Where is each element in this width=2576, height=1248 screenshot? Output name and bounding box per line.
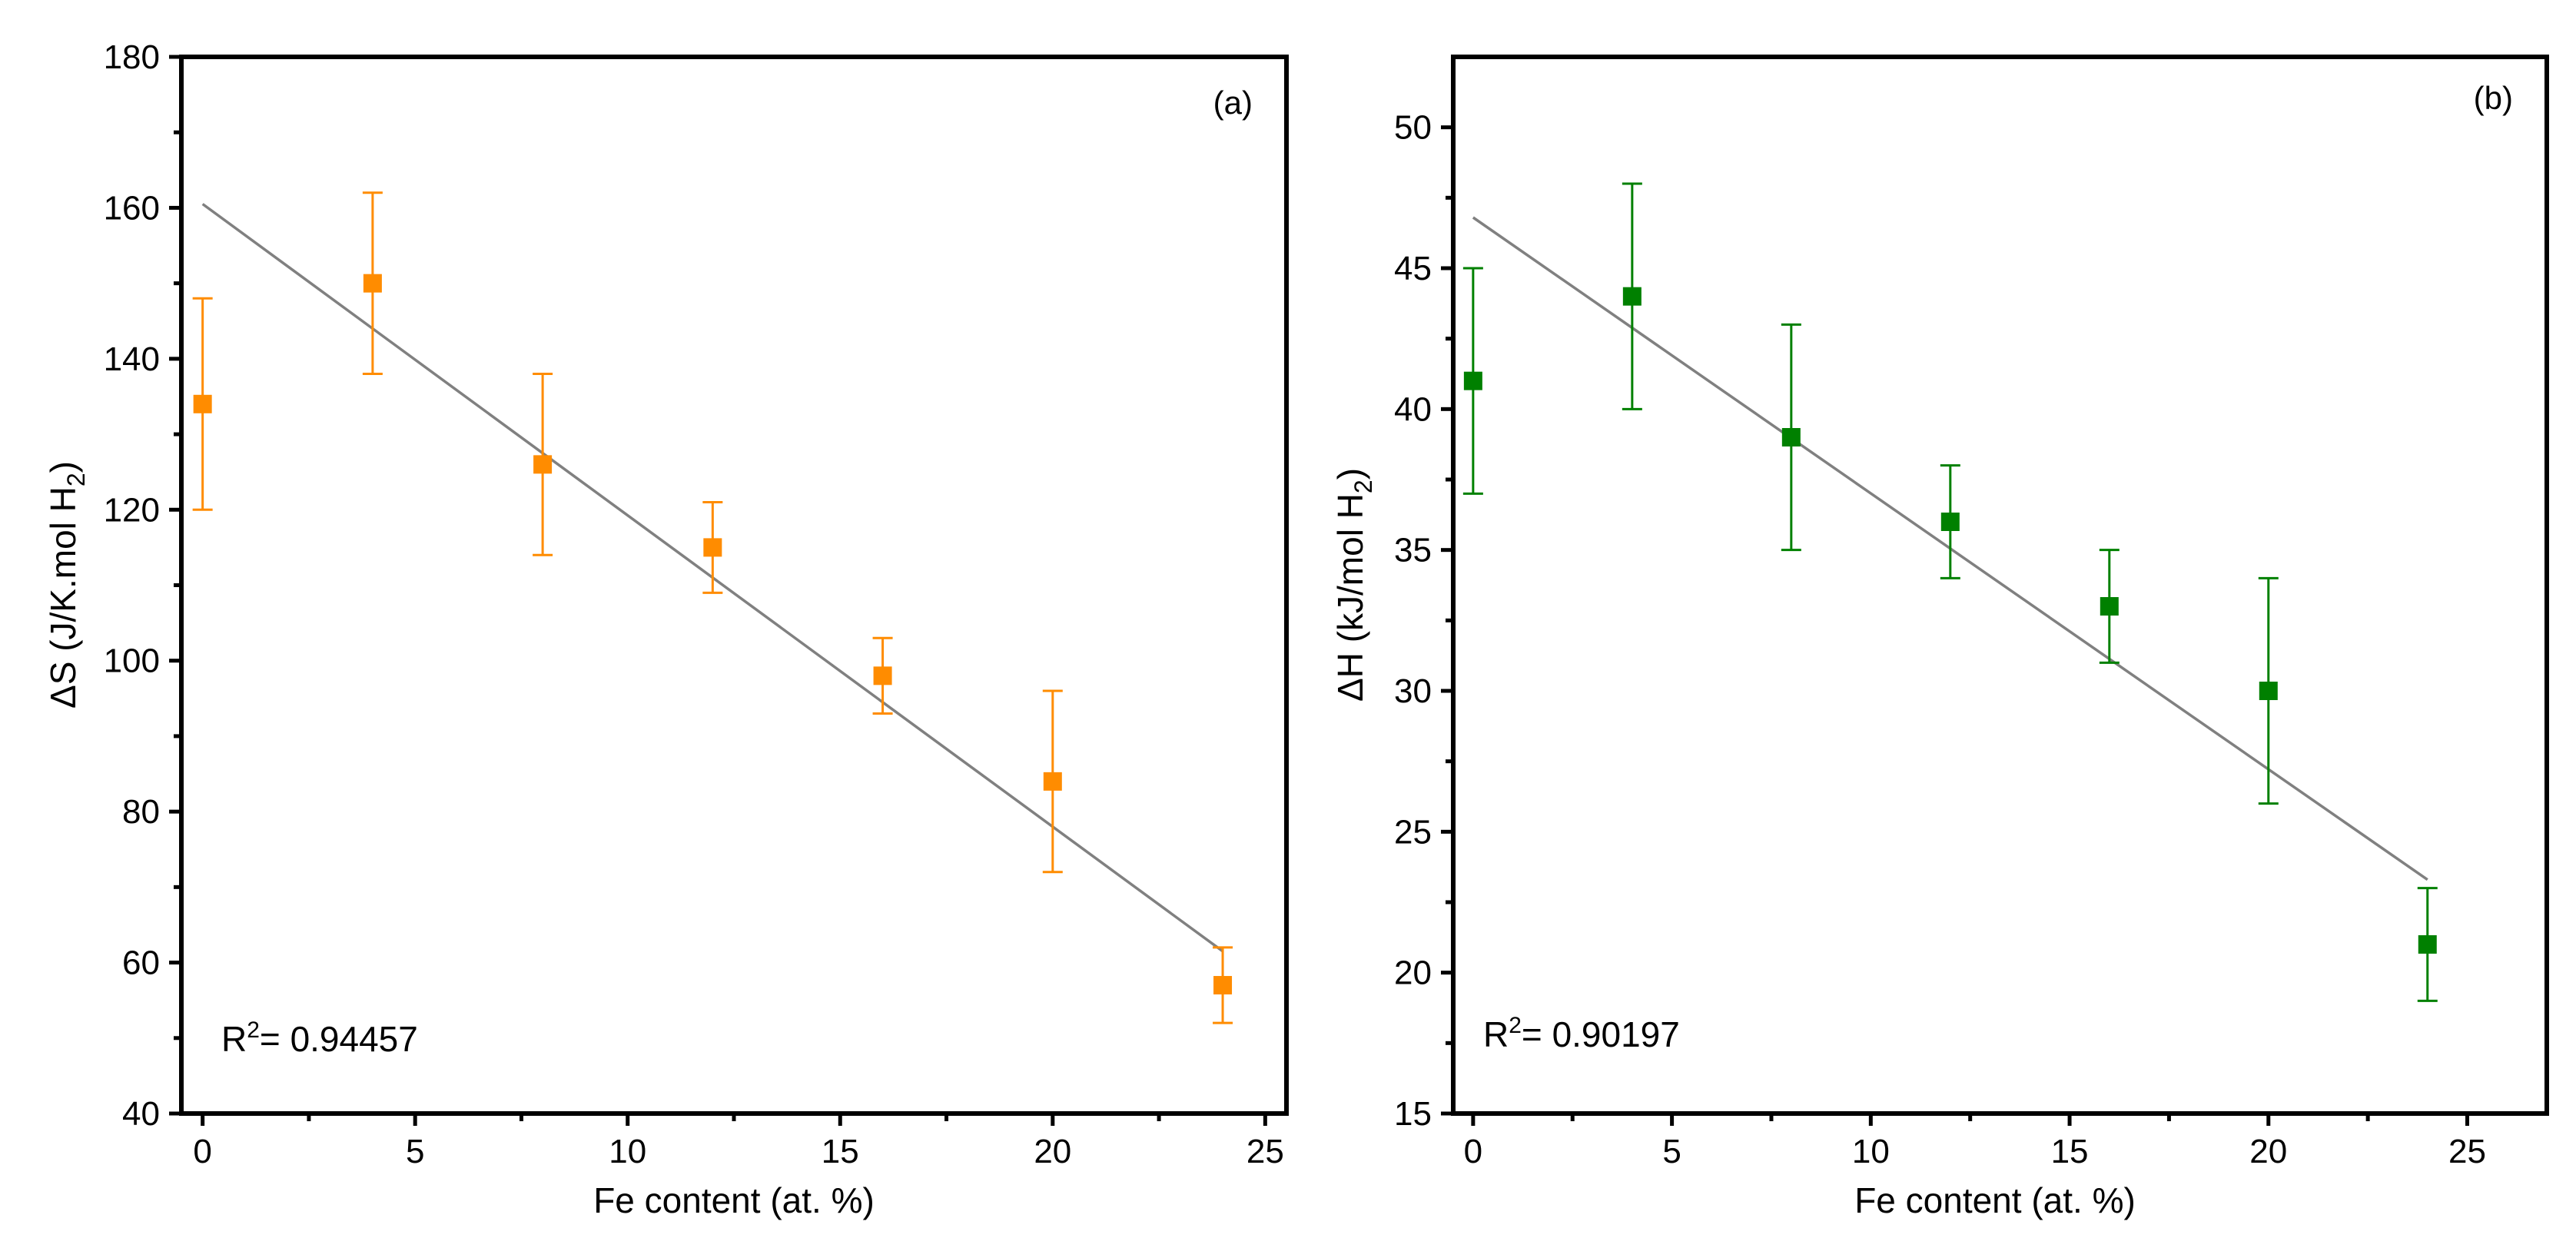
y-tick-label-a: 40	[122, 1095, 160, 1133]
y-tick-label-a: 80	[122, 793, 160, 831]
r2-annotation-b: R2= 0.90197	[1483, 1013, 1680, 1054]
r2-prefix-a: R	[221, 1019, 247, 1059]
y-tick-label-a: 120	[104, 491, 160, 529]
data-point-a	[193, 394, 212, 413]
x-tick-label-b: 10	[1852, 1133, 1890, 1170]
panel-label-b: (b)	[2474, 80, 2513, 116]
y-axis-label-a-close: )	[43, 461, 83, 473]
y-tick-label-b: 35	[1394, 532, 1432, 569]
data-point-a	[703, 538, 722, 557]
panel-b: (b) Fe content (at. %) ΔH (kJ/mol H2) R2…	[1330, 55, 2549, 1220]
data-point-b	[1622, 287, 1642, 306]
x-tick-label-b: 5	[1662, 1133, 1681, 1170]
y-tick-label-a: 180	[104, 38, 160, 76]
x-tick-label-a: 5	[406, 1133, 424, 1170]
x-tick-label-a: 0	[193, 1133, 211, 1170]
plot-frame-a	[179, 55, 1289, 1116]
r2-prefix-b: R	[1483, 1014, 1509, 1054]
data-point-a	[1043, 772, 1062, 791]
data-point-b	[2418, 935, 2437, 954]
panel-label-a: (a)	[1213, 85, 1253, 121]
data-point-b	[2100, 597, 2119, 616]
x-tick-label-b: 25	[2448, 1133, 2486, 1170]
r2-sup-a: 2	[247, 1017, 260, 1043]
y-tick-label-a: 60	[122, 944, 160, 982]
plot-frame-b	[1451, 55, 2549, 1116]
data-point-a	[533, 455, 553, 474]
y-axis-label-b-close: )	[1330, 468, 1370, 480]
r2-annotation-a: R2= 0.94457	[221, 1017, 418, 1059]
y-tick-label-b: 25	[1394, 813, 1432, 851]
data-point-a	[1213, 976, 1233, 995]
y-axis-label-a-sub: 2	[62, 473, 90, 486]
x-tick-label-b: 20	[2249, 1133, 2287, 1170]
r2-value-b: = 0.90197	[1522, 1014, 1680, 1054]
x-tick-label-a: 20	[1034, 1133, 1071, 1170]
data-point-a	[873, 666, 892, 685]
r2-sup-b: 2	[1509, 1013, 1522, 1038]
y-tick-label-b: 40	[1394, 390, 1432, 428]
r2-value-a: = 0.94457	[260, 1019, 418, 1059]
x-tick-label-a: 15	[822, 1133, 859, 1170]
y-axis-label-b-sub: 2	[1349, 480, 1377, 493]
data-point-b	[2259, 682, 2278, 700]
y-axis-label-b: ΔH (kJ/mol H2)	[1330, 468, 1377, 702]
x-axis-label-a: Fe content (at. %)	[593, 1180, 875, 1220]
x-tick-label-a: 10	[609, 1133, 646, 1170]
x-axis-label-b: Fe content (at. %)	[1854, 1180, 2136, 1220]
panel-a: (a) Fe content (at. %) ΔS (J/K.mol H2) R…	[43, 38, 1289, 1220]
data-point-b	[1463, 371, 1482, 390]
y-axis-label-a: ΔS (J/K.mol H2)	[43, 461, 90, 709]
x-tick-label-b: 0	[1464, 1133, 1482, 1170]
data-point-b	[1781, 428, 1801, 446]
y-tick-label-a: 160	[104, 189, 160, 227]
y-axis-label-a-main: ΔS (J/K.mol H	[43, 486, 83, 709]
x-tick-label-b: 15	[2051, 1133, 2089, 1170]
y-tick-label-b: 30	[1394, 672, 1432, 710]
y-tick-label-b: 45	[1394, 250, 1432, 287]
y-axis-label-b-main: ΔH (kJ/mol H	[1330, 493, 1370, 702]
y-tick-label-b: 50	[1394, 109, 1432, 147]
y-tick-label-a: 140	[104, 340, 160, 378]
y-tick-label-b: 20	[1394, 954, 1432, 992]
y-tick-label-b: 15	[1394, 1095, 1432, 1133]
y-tick-label-a: 100	[104, 642, 160, 680]
x-tick-label-a: 25	[1247, 1133, 1284, 1170]
data-point-b	[1940, 513, 1960, 531]
data-point-a	[363, 274, 382, 293]
